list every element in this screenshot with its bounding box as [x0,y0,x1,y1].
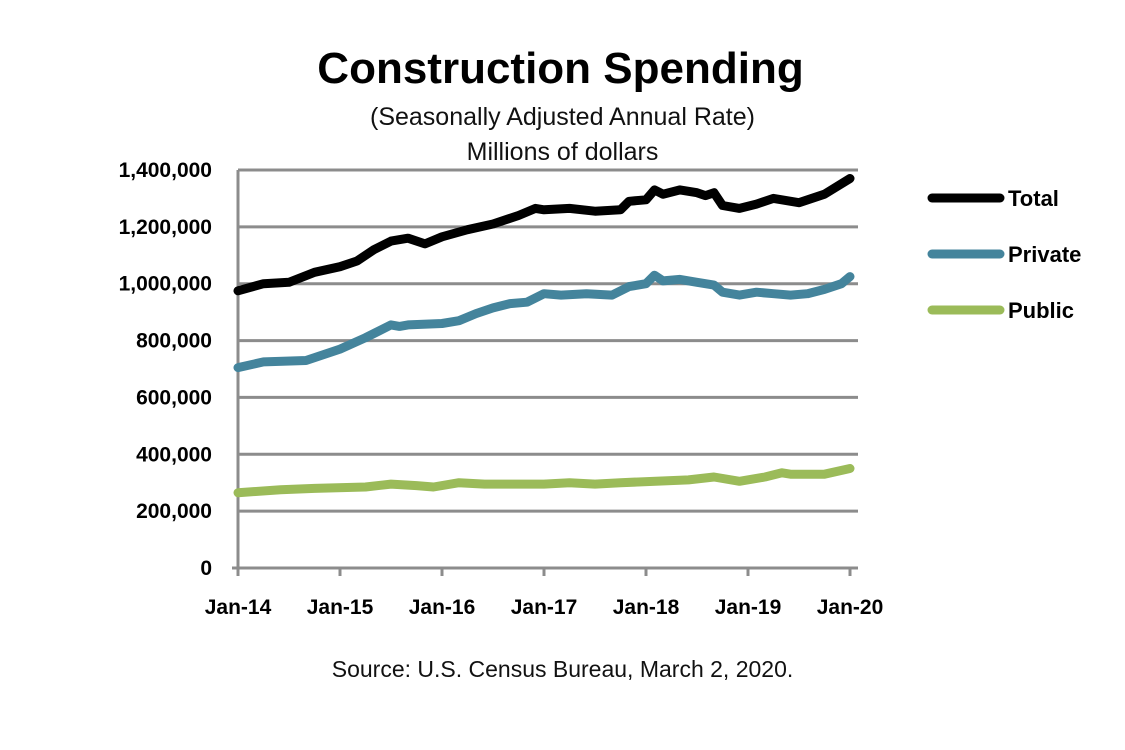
chart-subtitle: (Seasonally Adjusted Annual Rate) [370,103,755,131]
series-line-public [233,464,855,498]
x-tick-label: Jan-16 [409,596,476,619]
y-tick-label: 200,000 [136,500,212,523]
series-line-private [233,270,855,373]
chart-units: Millions of dollars [466,138,659,166]
series-line-total [233,174,855,296]
x-tick-label: Jan-14 [205,596,272,619]
chart-title: Construction Spending [317,44,804,93]
legend-label-public: Public [1008,298,1074,323]
y-tick-label: 0 [200,557,212,580]
y-tick-label: 400,000 [136,443,212,466]
legend-label-total: Total [1008,186,1059,211]
chart-source: Source: U.S. Census Bureau, March 2, 202… [331,656,794,682]
x-tick-label: Jan-17 [511,596,578,619]
x-tick-label: Jan-19 [715,596,782,619]
y-tick-label: 1,400,000 [119,159,212,182]
y-tick-label: 800,000 [136,330,212,353]
x-tick-label: Jan-20 [817,596,884,619]
x-tick-label: Jan-15 [307,596,374,619]
x-tick-label: Jan-18 [613,596,680,619]
legend-label-private: Private [1008,242,1081,267]
y-tick-label: 1,200,000 [119,216,212,239]
y-tick-label: 1,000,000 [119,273,212,296]
y-tick-label: 600,000 [136,386,212,409]
